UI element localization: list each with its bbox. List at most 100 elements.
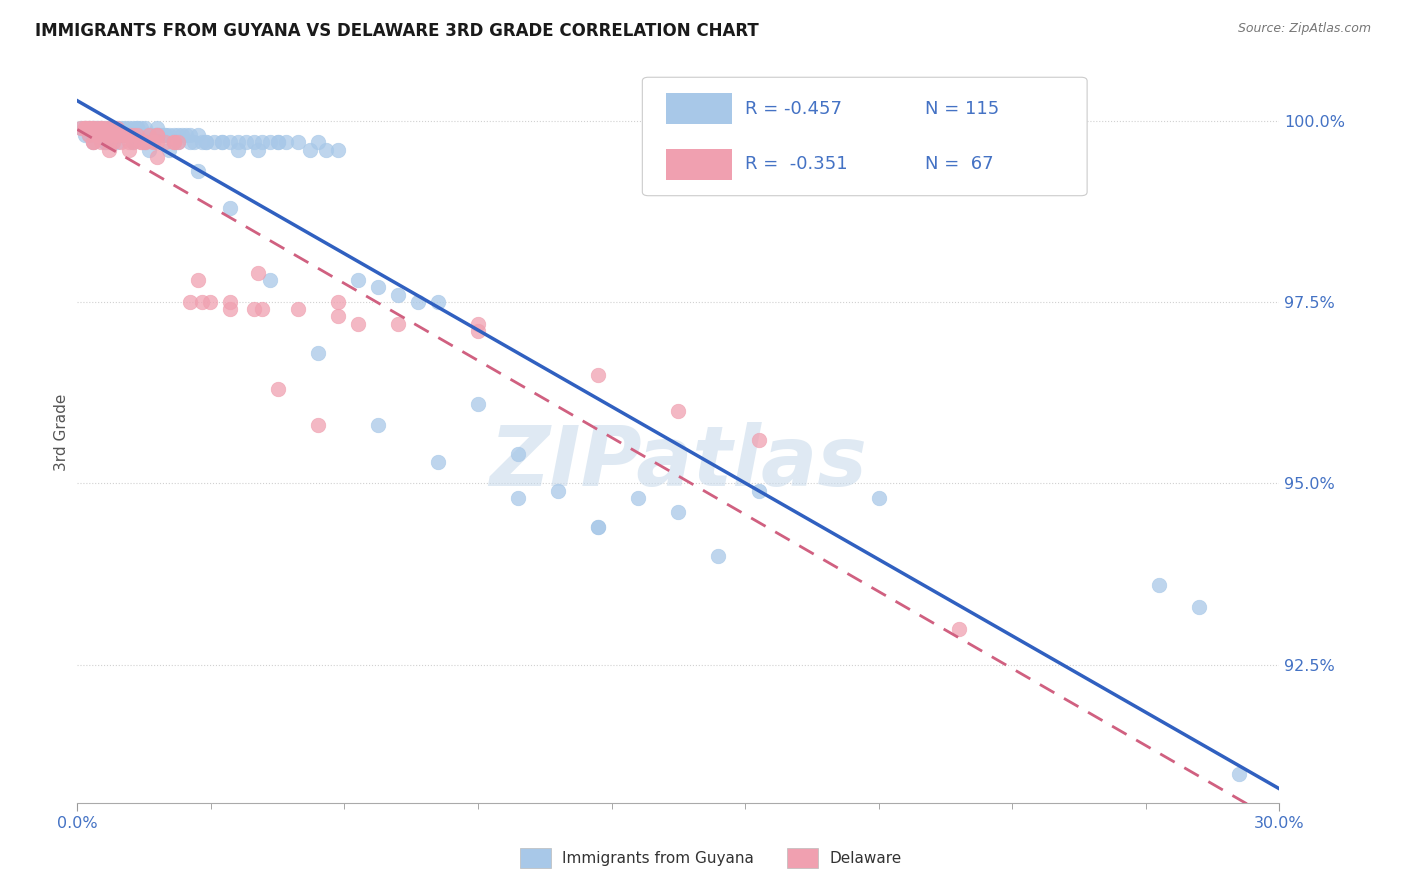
FancyBboxPatch shape [666, 94, 733, 124]
Point [75, 120, 97, 135]
Point [267, 136, 290, 150]
Point [166, 128, 188, 142]
Point [118, 136, 141, 150]
Point [146, 128, 169, 142]
Point [326, 310, 349, 324]
Point [179, 136, 201, 150]
Point [218, 201, 240, 215]
Point [274, 136, 297, 150]
Point [110, 136, 132, 150]
Point [86, 120, 108, 135]
Point [226, 136, 249, 150]
Point [142, 128, 165, 142]
Point [146, 150, 169, 164]
Point [75, 120, 97, 135]
Point [194, 136, 217, 150]
Point [170, 128, 193, 142]
Point [326, 143, 349, 157]
Point [186, 128, 209, 142]
Point [86, 128, 108, 142]
Point [246, 143, 269, 157]
Point [118, 120, 141, 135]
Point [82, 120, 104, 135]
Point [134, 136, 156, 150]
Point [110, 128, 132, 142]
Text: IMMIGRANTS FROM GUYANA VS DELAWARE 3RD GRADE CORRELATION CHART: IMMIGRANTS FROM GUYANA VS DELAWARE 3RD G… [35, 22, 759, 40]
Point [242, 302, 264, 317]
Point [107, 128, 129, 142]
Point [90, 120, 112, 135]
Point [406, 295, 429, 310]
Point [122, 128, 145, 142]
Point [190, 295, 212, 310]
Point [588, 520, 610, 534]
Point [82, 120, 104, 135]
Point [387, 317, 409, 331]
Point [307, 418, 329, 433]
Point [315, 143, 337, 157]
Point [70, 120, 93, 135]
Text: R =  -0.351: R = -0.351 [745, 155, 848, 173]
Point [138, 143, 160, 157]
Point [347, 317, 370, 331]
Point [155, 136, 177, 150]
Point [186, 273, 209, 287]
Point [122, 136, 145, 150]
Point [162, 128, 184, 142]
Text: Immigrants from Guyana: Immigrants from Guyana [562, 851, 754, 865]
Point [114, 128, 136, 142]
FancyBboxPatch shape [666, 149, 733, 179]
Point [79, 128, 101, 142]
Point [82, 128, 104, 142]
Point [259, 273, 281, 287]
Point [183, 136, 205, 150]
Point [267, 382, 290, 396]
Point [114, 120, 136, 135]
Point [347, 273, 370, 287]
Point [94, 136, 117, 150]
Point [748, 433, 770, 447]
Point [235, 136, 257, 150]
Point [155, 128, 177, 142]
Point [103, 120, 125, 135]
Point [79, 120, 101, 135]
Point [107, 120, 129, 135]
Point [94, 120, 117, 135]
Point [107, 128, 129, 142]
Point [211, 136, 233, 150]
Point [307, 136, 329, 150]
Point [467, 396, 489, 410]
Point [79, 120, 101, 135]
Point [367, 418, 389, 433]
Point [103, 120, 125, 135]
Point [75, 128, 97, 142]
Point [82, 136, 104, 150]
Point [79, 128, 101, 142]
Point [166, 136, 188, 150]
Point [267, 136, 290, 150]
Point [146, 136, 169, 150]
Point [218, 295, 240, 310]
Point [127, 120, 149, 135]
Point [508, 491, 530, 505]
Point [107, 120, 129, 135]
Point [1188, 599, 1211, 614]
Point [122, 136, 145, 150]
Point [326, 295, 349, 310]
Point [627, 491, 650, 505]
Point [948, 622, 970, 636]
Y-axis label: 3rd Grade: 3rd Grade [53, 394, 69, 471]
Point [150, 128, 173, 142]
Point [155, 128, 177, 142]
Point [427, 295, 450, 310]
Point [114, 128, 136, 142]
Point [146, 128, 169, 142]
Point [259, 136, 281, 150]
Point [1149, 578, 1171, 592]
Point [387, 287, 409, 301]
Point [142, 136, 165, 150]
Text: Source: ZipAtlas.com: Source: ZipAtlas.com [1237, 22, 1371, 36]
Point [134, 128, 156, 142]
Point [242, 136, 264, 150]
Point [131, 128, 153, 142]
